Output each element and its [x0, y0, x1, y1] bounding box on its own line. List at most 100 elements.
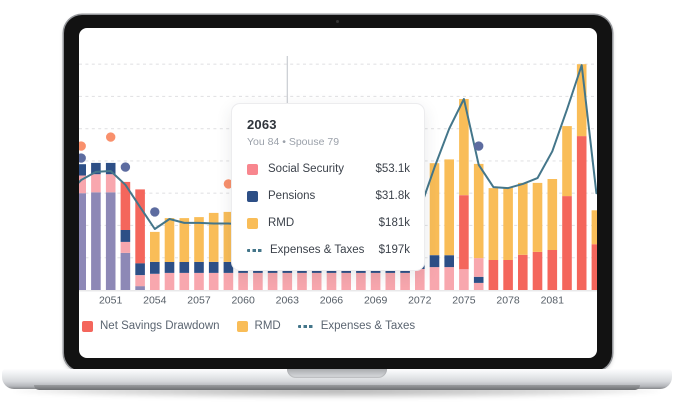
stacked-bar-segment-2072[interactable] [415, 269, 425, 290]
stacked-bar-segment-2081[interactable] [547, 250, 558, 290]
laptop-base-edge [34, 385, 640, 390]
legend-item-expenses-taxes[interactable]: Expenses & Taxes [297, 320, 415, 332]
stacked-bar-segment-2071[interactable] [400, 272, 410, 290]
laptop-lid-notch [287, 369, 387, 378]
legend-label: RMD [254, 320, 281, 332]
stacked-bar-segment-2056[interactable] [179, 218, 190, 262]
stacked-bar-segment-2051[interactable] [105, 174, 116, 193]
stacked-bar-segment-2077[interactable] [488, 188, 499, 260]
stacked-bar-segment-2061[interactable] [253, 272, 263, 290]
stacked-bar-segment-2057[interactable] [194, 261, 204, 273]
stacked-bar-segment-2069[interactable] [370, 272, 381, 290]
stacked-bar-segment-2060[interactable] [238, 272, 248, 290]
stacked-bar-segment-2059[interactable] [223, 272, 234, 290]
net-savings-drawdown-swatch-icon [82, 320, 93, 332]
stacked-bar-segment-2065[interactable] [311, 272, 322, 290]
stacked-bar-segment-2052[interactable] [120, 252, 131, 290]
stacked-bar-segment-2052[interactable] [120, 181, 131, 230]
tooltip-row-social-security: Social Security $53.1k [247, 161, 410, 177]
stacked-bar-segment-2053[interactable] [135, 189, 145, 264]
stacked-bar-segment-2055[interactable] [164, 261, 175, 273]
legend-label: Net Savings Drawdown [100, 320, 220, 332]
stacked-bar-segment-2084[interactable] [591, 210, 597, 245]
stacked-bar-segment-2076[interactable] [473, 163, 484, 259]
stacked-bar-segment-2075[interactable] [459, 195, 469, 270]
scatter-dot-2059 [223, 179, 234, 189]
stacked-bar-segment-2052[interactable] [120, 241, 131, 253]
stacked-bar-segment-2079[interactable] [518, 182, 528, 255]
rmd-swatch-icon [247, 217, 258, 229]
stacked-bar-segment-2054[interactable] [150, 231, 160, 262]
stacked-bar-segment-2054[interactable] [150, 273, 160, 290]
legend-item-rmd[interactable]: RMD [236, 320, 281, 332]
stacked-bar-segment-2068[interactable] [356, 272, 366, 290]
stacked-bar-segment-2055[interactable] [164, 218, 175, 262]
stacked-bar-segment-2078[interactable] [503, 187, 513, 260]
dashed-line-icon [247, 248, 262, 252]
stacked-bar-segment-2051[interactable] [105, 192, 116, 290]
stacked-bar-segment-2076[interactable] [473, 282, 484, 290]
stacked-bar-segment-2059[interactable] [223, 211, 234, 262]
stacked-bar-segment-2077[interactable] [488, 260, 499, 290]
stacked-bar-segment-2076[interactable] [473, 258, 484, 277]
x-tick-label-2072: 2072 [408, 295, 432, 307]
stacked-bar-segment-2078[interactable] [503, 260, 513, 290]
stacked-bar-segment-2053[interactable] [135, 263, 145, 276]
tooltip-row-label: RMD [268, 217, 295, 229]
stacked-bar-segment-2073[interactable] [429, 255, 440, 268]
stacked-bar-segment-2075[interactable] [459, 99, 469, 196]
scatter-dot-2049 [79, 141, 86, 151]
stacked-bar-segment-2063[interactable] [282, 272, 293, 290]
stacked-bar-segment-2079[interactable] [518, 254, 528, 290]
stacked-bar-segment-2080[interactable] [532, 251, 543, 290]
stacked-bar-segment-2049[interactable] [79, 164, 86, 176]
stacked-bar-segment-2056[interactable] [179, 272, 190, 290]
tooltip-row-value: $197k [378, 244, 410, 256]
stacked-bar-segment-2062[interactable] [267, 272, 278, 290]
stacked-bar-segment-2076[interactable] [473, 276, 484, 283]
stacked-bar-segment-2050[interactable] [91, 174, 101, 193]
stacked-bar-segment-2082[interactable] [562, 196, 572, 290]
stacked-bar-segment-2056[interactable] [179, 261, 190, 273]
stacked-bar-segment-2057[interactable] [194, 217, 204, 262]
stacked-bar-segment-2074[interactable] [444, 255, 454, 268]
stacked-bar-segment-2051[interactable] [105, 162, 116, 175]
stacked-bar-segment-2066[interactable] [326, 272, 337, 290]
stacked-bar-segment-2053[interactable] [135, 275, 145, 287]
stacked-bar-segment-2073[interactable] [429, 267, 440, 290]
stacked-bar-segment-2083[interactable] [576, 136, 587, 290]
x-tick-label-2054: 2054 [143, 295, 167, 307]
stacked-bar-segment-2058[interactable] [208, 212, 219, 262]
stacked-bar-segment-2049[interactable] [79, 175, 86, 194]
stacked-bar-segment-2053[interactable] [135, 286, 145, 290]
stacked-bar-segment-2082[interactable] [562, 126, 572, 197]
stacked-bar-segment-2074[interactable] [444, 159, 454, 256]
stacked-bar-segment-2067[interactable] [341, 272, 351, 290]
stacked-bar-segment-2058[interactable] [208, 261, 219, 273]
stacked-bar-segment-2059[interactable] [223, 261, 234, 273]
stacked-bar-segment-2084[interactable] [591, 244, 597, 290]
stacked-bar-segment-2075[interactable] [459, 269, 469, 290]
stacked-bar-segment-2052[interactable] [120, 230, 131, 242]
stacked-bar-segment-2058[interactable] [208, 272, 219, 290]
stacked-bar-segment-2050[interactable] [91, 192, 101, 290]
stacked-bar-segment-2081[interactable] [547, 179, 558, 250]
tooltip-row-value: $181k [378, 217, 410, 229]
legend-item-net-savings-drawdown[interactable]: Net Savings Drawdown [82, 320, 220, 332]
tooltip-row-rmd: RMD $181k [247, 215, 410, 231]
stacked-bar-segment-2064[interactable] [297, 272, 307, 290]
x-tick-label-2075: 2075 [452, 295, 476, 307]
stacked-bar-segment-2055[interactable] [164, 272, 175, 290]
stacked-bar-segment-2073[interactable] [429, 163, 440, 256]
stacked-bar-segment-2080[interactable] [532, 182, 543, 252]
stacked-bar-segment-2049[interactable] [79, 193, 86, 290]
stacked-bar-segment-2070[interactable] [385, 272, 396, 290]
stacked-bar-segment-2057[interactable] [194, 272, 204, 290]
stacked-bar-segment-2050[interactable] [91, 162, 101, 175]
scatter-dot-2049 [79, 153, 86, 163]
stacked-bar-segment-2083[interactable] [576, 64, 587, 137]
pensions-swatch-icon [247, 190, 258, 202]
scatter-dot-2051 [106, 132, 116, 142]
stacked-bar-segment-2054[interactable] [150, 261, 160, 274]
stacked-bar-segment-2074[interactable] [444, 267, 454, 290]
